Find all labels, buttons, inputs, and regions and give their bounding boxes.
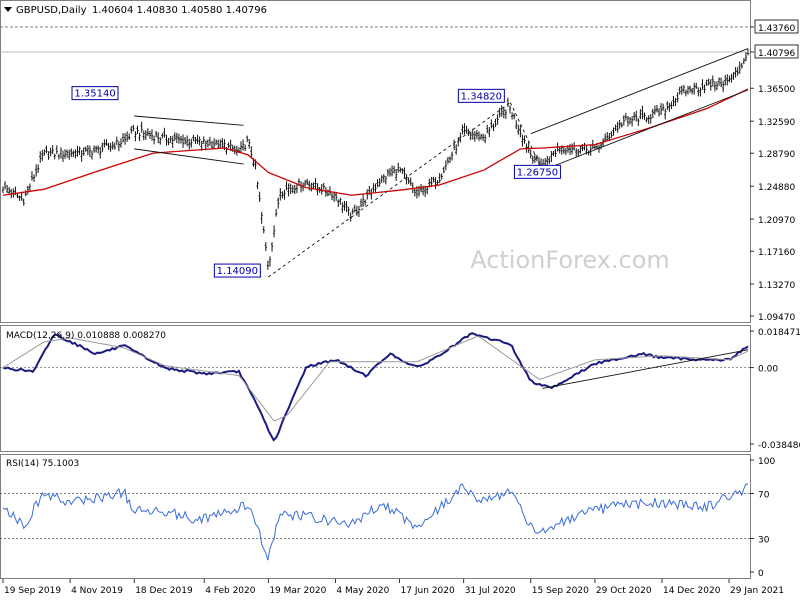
price-annotation-box: [513, 164, 561, 179]
x-tick-label: 31 Jul 2020: [465, 586, 516, 596]
price-tick-label: 1.17160: [758, 248, 795, 258]
price-tick-label: 1.28790: [758, 150, 795, 160]
watermark: ActionForex.com: [470, 246, 670, 274]
price-tick-label: 1.20970: [758, 216, 795, 226]
triangle-upper-trendline: [134, 115, 244, 126]
symbol-label: GBPUSD,Daily: [16, 5, 87, 16]
price-level-box: [754, 19, 799, 34]
macd-panel: 0.018471 0.00 -0.038486: [0, 328, 800, 451]
recovery-dashed-trendline: [268, 102, 511, 278]
price-annotation: 1.26750: [517, 167, 558, 178]
channel-upper-trendline: [530, 48, 749, 135]
x-tick-label: 19 Sep 2019: [4, 586, 61, 596]
pullback-dashed-trendline: [509, 102, 543, 171]
macd-tick-label: 0.018471: [758, 328, 800, 338]
rsi-label: RSI(14) 75.1003: [6, 459, 79, 469]
price-tick-label: 1.24880: [758, 183, 795, 193]
triangle-lower-trendline: [134, 148, 244, 165]
macd-tick-label: 0.00: [758, 365, 778, 375]
x-tick-label: 29 Jan 2021: [730, 586, 784, 596]
price-annotation-box: [457, 88, 505, 103]
x-tick-label: 14 Dec 2020: [663, 586, 721, 596]
price-tick-label: 1.09470: [758, 313, 795, 323]
rsi-tick-label: 70: [758, 491, 770, 501]
rsi-tick-label: 100: [758, 457, 775, 467]
price-panel-frame: [0, 0, 751, 323]
price-panel: 1.35140 1.14090 1.34820 1.26750 1.43760 1.407…: [0, 19, 799, 323]
price-annotation: 1.35140: [74, 89, 115, 100]
rsi-tick-label: 30: [758, 535, 770, 545]
moving-average-line: [2, 88, 749, 196]
price-tick-label: 1.13270: [758, 281, 795, 291]
x-tick-label: 4 Nov 2019: [71, 586, 123, 596]
rsi-panel-frame: [0, 454, 751, 579]
x-tick-label: 4 May 2020: [336, 586, 389, 596]
price-annotation-box: [71, 86, 119, 101]
price-tick-label: 1.43760: [758, 24, 795, 34]
x-tick-label: 29 Oct 2020: [596, 586, 652, 596]
price-annotation: 1.14090: [217, 266, 258, 277]
macd-tick-label: -0.038486: [758, 441, 800, 451]
x-tick-label: 4 Feb 2020: [205, 586, 256, 596]
price-tick-label: 1.40796: [758, 49, 795, 59]
rsi-tick-label: 0: [758, 569, 764, 579]
x-axis: 19 Sep 2019 4 Nov 2019 18 Dec 2019 4 Feb 20…: [2, 579, 784, 596]
rsi-line: [2, 483, 749, 561]
x-tick-label: 17 Jun 2020: [401, 586, 455, 596]
price-tick-label: 1.32590: [758, 118, 795, 128]
x-tick-label: 19 Mar 2020: [269, 586, 326, 596]
rsi-panel: 100 70 30 0: [0, 457, 775, 579]
macd-trendline: [542, 349, 749, 389]
ohlc-values: 1.40604 1.40830 1.40580 1.40796: [92, 5, 267, 16]
macd-line: [2, 332, 749, 442]
channel-lower-trendline: [542, 89, 749, 171]
x-tick-label: 15 Sep 2020: [532, 586, 589, 596]
price-annotation-box: [213, 263, 261, 278]
x-axis-strip: [0, 579, 800, 600]
price-level-box: [754, 44, 799, 59]
price-annotation: 1.34820: [461, 91, 502, 102]
macd-panel-frame: [0, 325, 751, 452]
macd-signal-line: [2, 335, 749, 422]
collapse-triangle-icon[interactable]: [4, 7, 12, 12]
x-tick-label: 18 Dec 2019: [135, 586, 193, 596]
macd-label: MACD(12,26,9) 0.010888 0.008270: [6, 331, 166, 341]
price-tick-label: 1.36500: [758, 85, 795, 95]
